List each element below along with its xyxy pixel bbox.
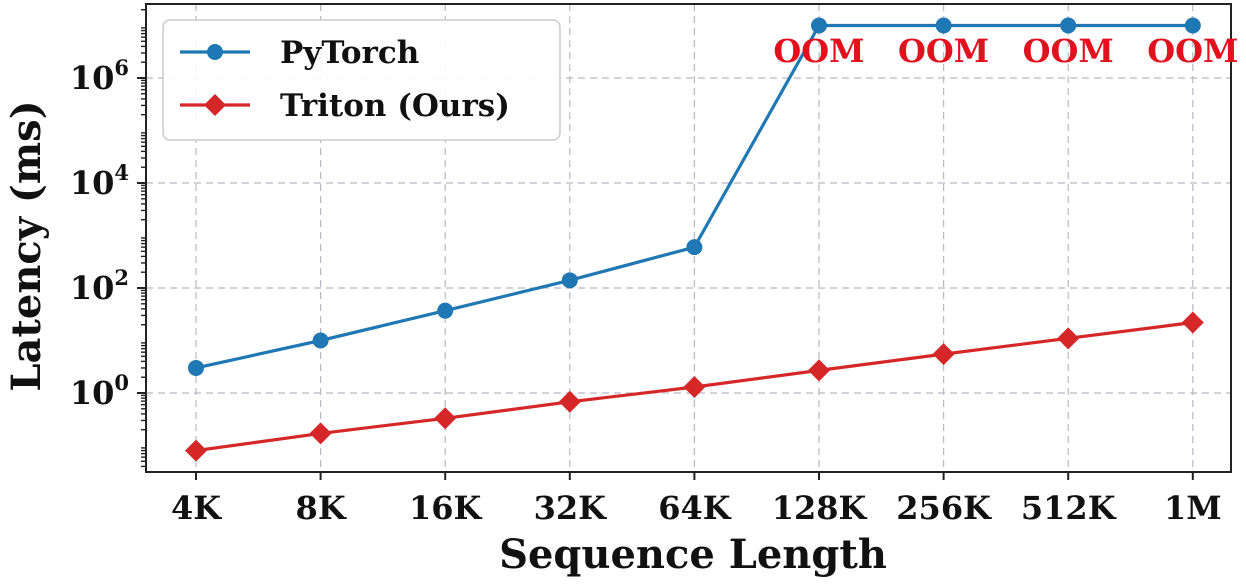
x-tick-label-32k: 32K: [534, 489, 608, 527]
data-point-triton-ours-256k: [932, 343, 955, 366]
y-tick-label-1e6: 106: [70, 55, 129, 97]
data-point-pytorch-64k: [686, 239, 703, 256]
data-point-triton-ours-16k: [434, 407, 457, 430]
y-tick-label-1e0: 100: [70, 370, 129, 412]
data-point-pytorch-4k: [188, 359, 204, 376]
data-point-pytorch-16k: [437, 302, 454, 319]
y-axis-title: Latency (ms): [3, 100, 50, 391]
data-point-triton-ours-32k: [558, 390, 581, 413]
legend-marker: [207, 44, 223, 60]
data-point-triton-ours-64k: [683, 376, 706, 399]
oom-label-128k: OOM: [773, 32, 864, 70]
data-point-triton-ours-128k: [808, 359, 830, 382]
series-layer: [185, 17, 1204, 462]
data-point-pytorch-32k: [561, 272, 578, 289]
x-tick-label-4k: 4K: [171, 489, 222, 527]
x-tick-label-64k: 64K: [658, 489, 732, 527]
legend-item-pytorch: PyTorch: [180, 35, 419, 71]
legend-label: PyTorch: [280, 35, 419, 71]
data-point-pytorch-1m: [1184, 17, 1201, 34]
legend-label: Triton (Ours): [280, 88, 510, 124]
annotation-layer: OOM OOM OOM OOM: [773, 32, 1238, 70]
data-point-triton-ours-8k: [309, 422, 332, 445]
x-axis-ticks: 4K 8K 16K 32K 64K 128K 256K 512K 1M: [171, 472, 1222, 527]
legend-item-triton-ours: Triton (Ours): [180, 88, 510, 124]
series-pytorch: [188, 17, 1201, 376]
data-point-pytorch-512k: [1060, 17, 1077, 34]
x-tick-label-16k: 16K: [409, 489, 483, 527]
data-point-triton-ours-512k: [1057, 327, 1080, 350]
y-tick-label-1e2: 102: [70, 265, 129, 307]
legend-marker: [204, 94, 226, 116]
oom-label-1m: OOM: [1147, 32, 1238, 70]
legend: PyTorch Triton (Ours): [162, 19, 561, 141]
x-tick-label-1m: 1M: [1164, 489, 1222, 527]
data-point-triton-ours-4k: [185, 439, 207, 462]
oom-label-512k: OOM: [1023, 32, 1114, 70]
x-axis-title: Sequence Length: [499, 531, 887, 578]
x-tick-label-256k: 256K: [896, 489, 992, 527]
oom-label-256k: OOM: [898, 32, 989, 70]
x-tick-label-128k: 128K: [772, 489, 868, 527]
x-tick-label-512k: 512K: [1021, 489, 1117, 527]
data-point-pytorch-256k: [935, 17, 952, 34]
y-axis-ticks: 100 102 104 106: [70, 8, 146, 468]
series-triton-ours: [185, 311, 1204, 462]
y-tick-label-1e4: 104: [70, 160, 129, 202]
x-tick-label-8k: 8K: [296, 489, 347, 527]
data-point-pytorch-128k: [811, 17, 827, 34]
data-point-triton-ours-1m: [1181, 311, 1204, 334]
legend-box: [162, 19, 561, 141]
data-point-pytorch-8k: [312, 332, 329, 349]
